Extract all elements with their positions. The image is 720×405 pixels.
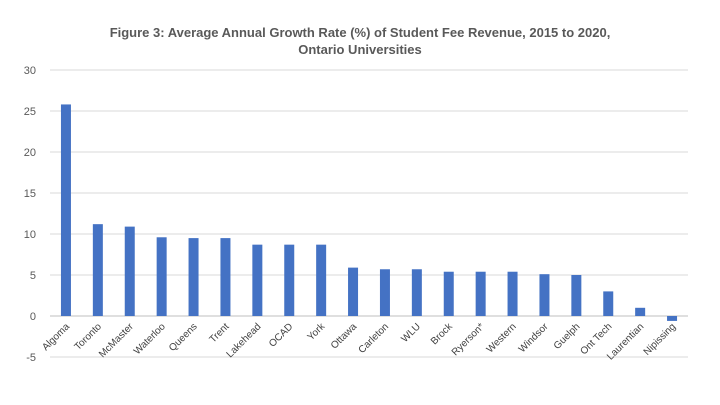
bar (316, 244, 327, 316)
bar (379, 269, 390, 316)
bar (667, 316, 678, 321)
y-tick-label: 25 (24, 106, 36, 118)
x-tick-label: Guelph (552, 321, 583, 352)
bar (443, 271, 454, 316)
x-tick-label: Trent (208, 321, 232, 345)
bar (603, 291, 614, 316)
x-tick-label: Western (485, 321, 519, 355)
bar (284, 244, 295, 316)
y-tick-label: 15 (24, 188, 36, 200)
chart-title: Figure 3: Average Annual Growth Rate (%)… (109, 25, 611, 57)
y-tick-label: 0 (30, 311, 36, 323)
x-tick-label: WLU (399, 321, 423, 345)
x-tick-label: Nipissing (642, 321, 678, 357)
y-tick-label: 20 (24, 147, 36, 159)
bar (252, 244, 263, 316)
bar (571, 275, 582, 316)
y-tick-label: 10 (24, 229, 36, 241)
bar (124, 226, 135, 316)
bar (411, 269, 422, 316)
bar (507, 271, 518, 316)
x-tick-label: Ryerson* (450, 321, 487, 358)
bar (92, 224, 103, 316)
x-tick-label: Waterloo (132, 321, 168, 357)
bar (188, 238, 199, 316)
x-tick-label: Toronto (73, 321, 105, 353)
x-tick-label: Carleton (357, 321, 392, 356)
bar (635, 307, 646, 316)
bar (539, 274, 550, 316)
x-tick-label: Lakehead (225, 321, 264, 360)
y-tick-label: -5 (26, 352, 36, 364)
y-tick-label: 30 (24, 65, 36, 77)
x-tick-label: McMaster (97, 321, 136, 360)
bar (60, 104, 71, 316)
x-tick-label: Windsor (517, 321, 551, 355)
x-tick-label: York (306, 321, 328, 343)
y-tick-label: 5 (30, 270, 36, 282)
bar (156, 237, 167, 316)
x-tick-label: Brock (429, 321, 456, 348)
x-tick-label: OCAD (267, 321, 295, 349)
bar (220, 238, 231, 316)
bar (475, 271, 486, 316)
x-tick-label: Ottawa (329, 321, 359, 351)
bar (348, 267, 359, 316)
x-tick-label: Queens (167, 321, 200, 354)
x-tick-label: Algoma (40, 321, 72, 353)
